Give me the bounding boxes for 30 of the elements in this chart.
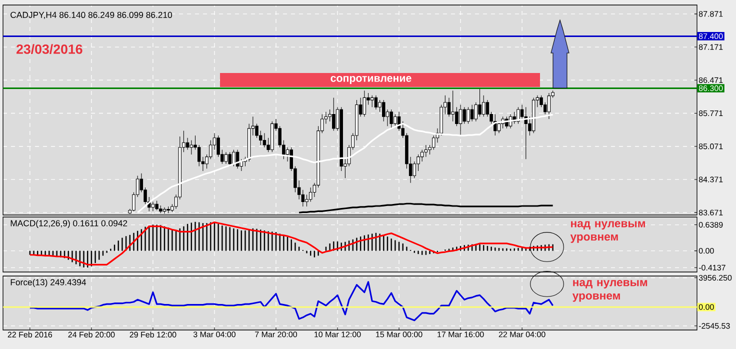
y-tick-label: -2545.53	[698, 323, 730, 329]
x-tick-label: 22 Mar 04:00	[498, 332, 546, 338]
x-tick-label: 29 Feb 12:00	[130, 332, 176, 338]
x-tick-label: 15 Mar 00:00	[376, 332, 422, 338]
ref-line-label: 86.300	[698, 85, 723, 92]
x-tick-label: 7 Mar 20:00	[255, 332, 298, 338]
y-tick-label: 0.6389	[698, 222, 723, 228]
text: над нулевым уровнем	[570, 221, 645, 243]
text: CADJPY,H4 86.140 86.249 86.099 86.210	[10, 12, 172, 19]
text: над нулевым уровнем	[572, 280, 648, 302]
chart-title: MACD(12,26,9) 0.1611 0.0942	[10, 220, 128, 228]
y-tick-label: 87.871	[698, 11, 723, 17]
y-tick-label: -0.4137	[698, 264, 726, 270]
y-tick-label: 83.671	[698, 210, 723, 216]
x-tick-label: 22 Feb 2016	[8, 332, 52, 338]
x-tick-label: 17 Mar 16:00	[438, 332, 484, 338]
x-tick-label: 10 Mar 12:00	[314, 332, 361, 338]
y-tick-label: 87.171	[698, 44, 723, 50]
y-tick-label: 85.771	[698, 110, 723, 116]
x-tick-label: 3 Mar 04:00	[193, 332, 236, 338]
y-tick-label: 85.071	[698, 144, 723, 150]
y-tick-label: 86.471	[698, 77, 723, 83]
annotation: 23/03/2016	[16, 44, 82, 54]
ref-line-label: 87.400	[698, 33, 723, 40]
annotation: сопротивление	[330, 76, 412, 84]
y-tick-label: 84.371	[698, 176, 723, 182]
y-tick-label: 0.00	[698, 248, 714, 254]
y-tick-label: 3956.250	[698, 274, 732, 281]
x-tick-label: 24 Feb 20:00	[68, 332, 115, 338]
chart-title: Force(13) 249.4394	[10, 278, 86, 288]
